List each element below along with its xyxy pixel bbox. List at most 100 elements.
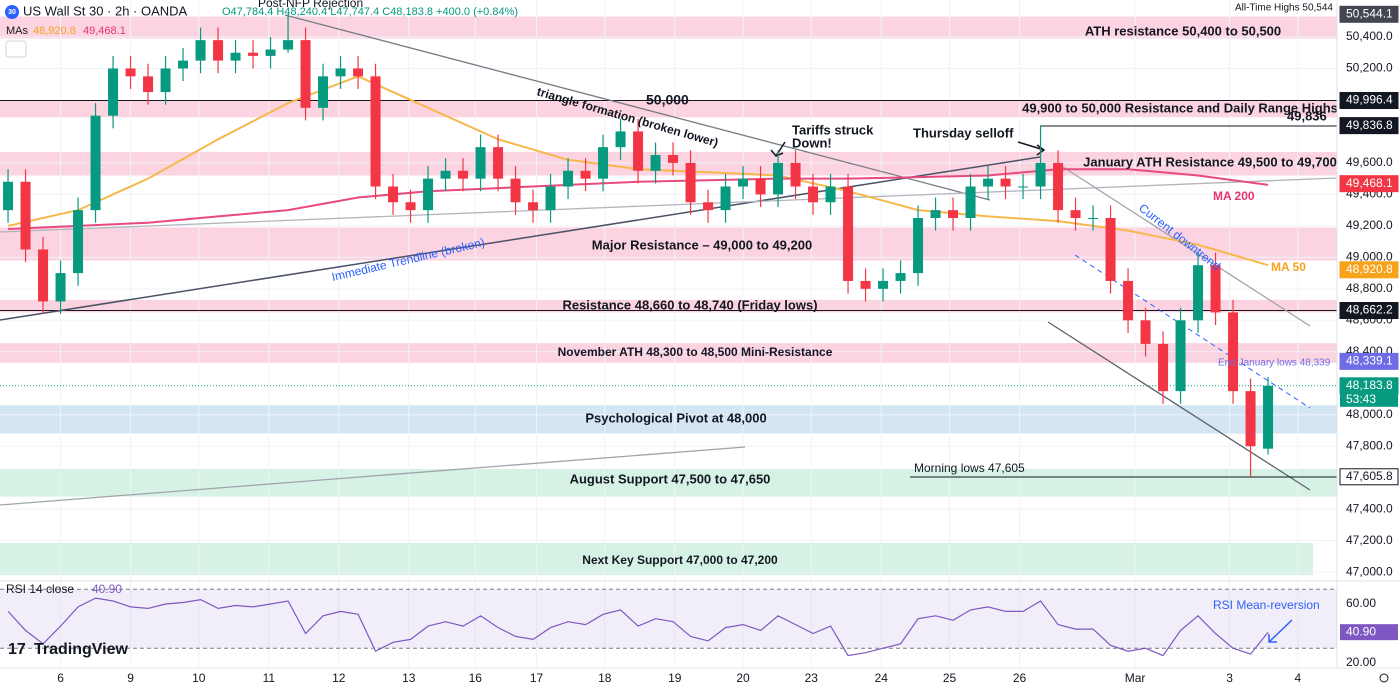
rsi-band	[0, 589, 1337, 649]
x-tick-label: 25	[943, 671, 957, 685]
arrow	[1268, 619, 1293, 643]
candle-body	[545, 186, 556, 211]
zone-label: 49,900 to 50,000 Resistance and Daily Ra…	[1022, 100, 1338, 115]
y-tick-label: 48,000.0	[1346, 407, 1393, 421]
x-tick-label: 19	[668, 671, 682, 685]
y-tick-label: 49,200.0	[1346, 218, 1393, 232]
zone-label: November ATH 48,300 to 48,500 Mini-Resis…	[558, 345, 833, 359]
candle-body	[195, 40, 206, 61]
x-tick-label: 9	[127, 671, 134, 685]
settings-icon[interactable]	[1379, 673, 1389, 683]
annotation: End January lows 48,339	[1218, 358, 1331, 369]
x-tick-label: 12	[332, 671, 346, 685]
zone	[0, 299, 1337, 313]
candle-body	[283, 40, 294, 50]
price-axis: 47,000.0 47,200.0 47,400.0 47,800.0 48,000.0…	[1339, 5, 1399, 578]
zone-label: Resistance 48,660 to 48,740 (Friday lows…	[562, 297, 817, 312]
zone	[0, 469, 1337, 497]
rsi-tick-label: 60.00	[1346, 596, 1376, 610]
y-tick-label: 48,800.0	[1346, 281, 1393, 295]
price-label: 48,183.8	[1346, 378, 1393, 392]
countdown: 53:43	[1346, 392, 1376, 406]
price-label: 47,605.8	[1346, 469, 1393, 483]
y-tick-label: 47,000.0	[1346, 564, 1393, 578]
annotation: MA 200	[1213, 189, 1255, 203]
symbol-icon	[5, 5, 19, 19]
candle-body	[300, 40, 311, 108]
candle-body	[1123, 280, 1134, 321]
annotation: RSI Mean-reversion	[1213, 598, 1320, 612]
rsi-value-label: 40.90	[1346, 624, 1376, 638]
candle-body	[668, 155, 679, 163]
x-tick-label: 17	[530, 671, 544, 685]
rsi-line	[7, 597, 1269, 657]
rsi-value-box	[1340, 624, 1398, 641]
ohlc: O47,784.4 H48,240.4 L47,747.4 C48,183.8 …	[222, 6, 518, 18]
price-label-box	[1339, 92, 1399, 110]
x-tick-label: 11	[263, 671, 276, 685]
annotation: Post-NFP Rejection	[258, 0, 363, 10]
candle-body	[230, 52, 241, 61]
zone	[0, 151, 1337, 176]
price-label: 49,836.8	[1346, 118, 1393, 132]
collapse-button[interactable]	[5, 40, 27, 58]
candle-body	[55, 273, 66, 302]
y-tick-label: 49,600.0	[1346, 155, 1393, 169]
candle-body	[20, 181, 31, 250]
symbol: US Wall St 30 · 2h · OANDA	[23, 3, 188, 18]
candle-body	[493, 147, 504, 179]
candle-body	[388, 186, 399, 203]
zone-label: January ATH Resistance 49,500 to 49,700	[1083, 154, 1337, 169]
candle-body	[3, 181, 14, 211]
candle-body	[160, 68, 171, 93]
mas-label: MAs	[6, 25, 29, 37]
candle-body	[318, 76, 329, 108]
candle-body	[650, 155, 661, 171]
logo-icon: 17	[8, 641, 26, 658]
grid	[0, 0, 1337, 668]
candle-body	[913, 217, 924, 274]
zone	[0, 543, 1313, 576]
candle-body	[563, 170, 574, 187]
annotation: MA 50	[1271, 260, 1306, 274]
candle-body	[213, 40, 224, 61]
x-tick-label: 3	[1226, 671, 1233, 685]
flat-line	[0, 177, 1338, 233]
candle-body	[1263, 385, 1274, 449]
annotation: 49,836	[1287, 108, 1327, 123]
price-label: 48,662.2	[1346, 303, 1393, 317]
price-label: 48,920.8	[1346, 262, 1393, 276]
candle-body	[143, 76, 154, 93]
y-tick-label: 50,400.0	[1346, 29, 1393, 43]
candle-body	[860, 280, 871, 289]
x-tick-label: 4	[1294, 671, 1301, 685]
candle-body	[73, 210, 84, 274]
triangle-upper	[284, 14, 991, 201]
rsi-header-value: 40.90	[92, 582, 122, 596]
x-tick-label: Mar	[1125, 671, 1146, 685]
zone	[0, 405, 1337, 434]
candle-body	[965, 186, 976, 218]
candle-body	[930, 210, 941, 218]
candle-body	[423, 178, 434, 211]
annotation: Thursday selloff	[913, 125, 1014, 140]
zone-label: August Support 47,500 to 47,650	[570, 471, 771, 486]
x-tick-label: 18	[598, 671, 612, 685]
zone-label: Next Key Support 47,000 to 47,200	[582, 553, 778, 567]
candle-body	[738, 178, 749, 187]
candle-body	[808, 186, 819, 203]
rsi-tick-label: 20.00	[1346, 655, 1376, 669]
lower-line	[0, 446, 746, 506]
candle-body	[458, 170, 469, 179]
candle-body	[878, 280, 889, 289]
zone-label: Psychological Pivot at 48,000	[585, 410, 766, 425]
x-tick-label: 20	[736, 671, 750, 685]
candle-body	[1070, 210, 1081, 218]
price-label: 49,468.1	[1346, 176, 1393, 190]
y-tick-label: 50,200.0	[1346, 61, 1393, 75]
candle-body	[1053, 162, 1064, 211]
candle-body	[1140, 320, 1151, 344]
x-tick-label: 24	[875, 671, 889, 685]
candle-body	[353, 68, 364, 77]
